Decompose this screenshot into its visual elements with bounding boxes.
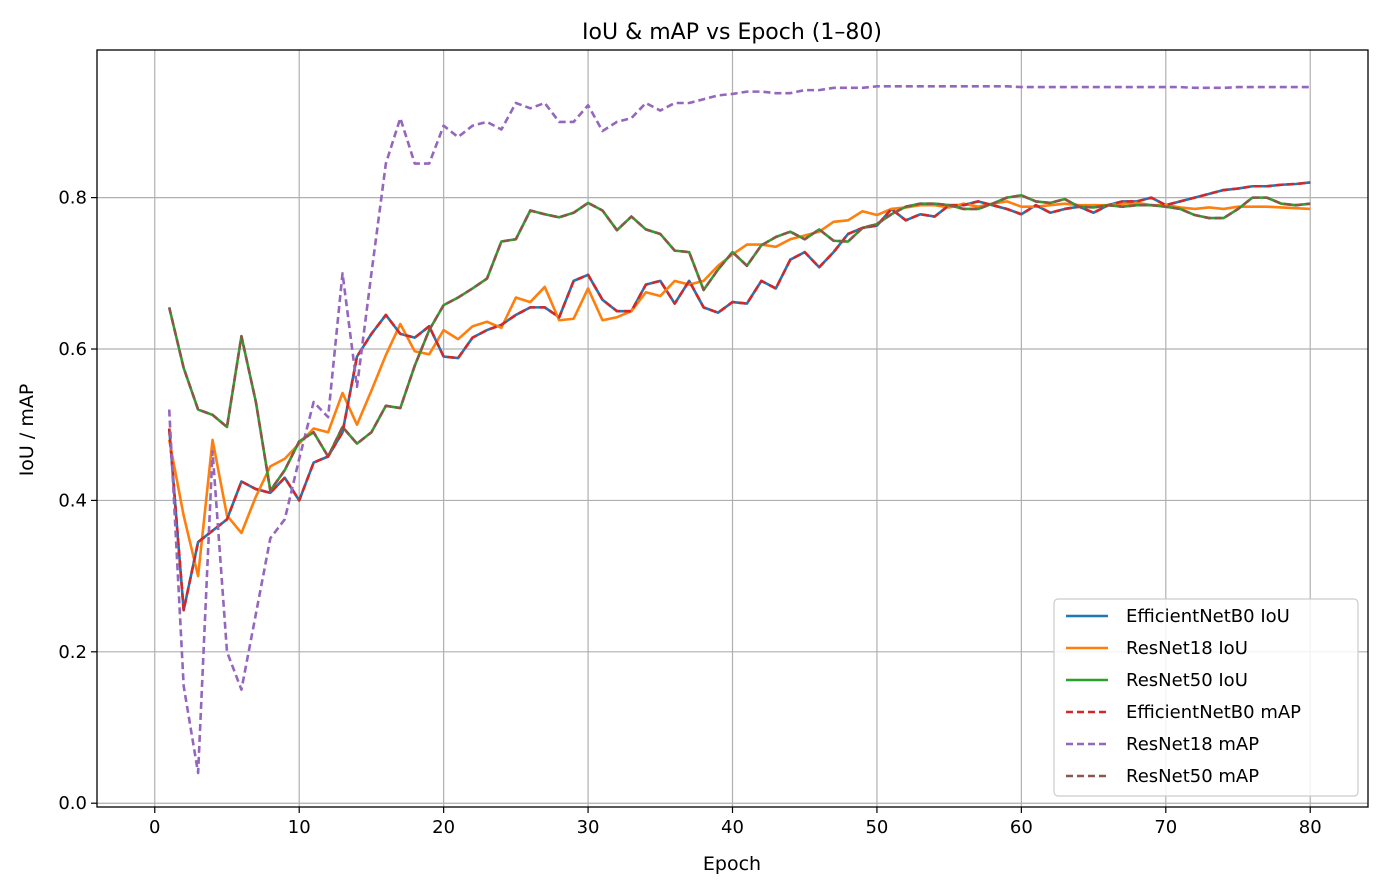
chart-title: IoU & mAP vs Epoch (1–80) — [582, 20, 882, 45]
y-axis-label: IoU / mAP — [16, 384, 38, 477]
legend-frame — [1053, 598, 1359, 797]
x-tick-label: 30 — [577, 817, 600, 838]
x-tick-label: 20 — [432, 817, 455, 838]
x-tick-label: 50 — [865, 817, 888, 838]
legend-entry-label: ResNet18 IoU — [1126, 638, 1248, 659]
legend-entry-label: ResNet50 IoU — [1126, 670, 1248, 691]
tick-layer: 0 10 20 30 40 50 60 70 80 0.0 0.2 0.4 0.6 0.8 — [58, 188, 1321, 838]
grid-layer — [97, 50, 1368, 807]
legend-entry-label: EfficientNetB0 mAP — [1126, 702, 1301, 723]
y-tick-label: 0.4 — [58, 490, 87, 511]
legend-entry-label: ResNet50 mAP — [1126, 766, 1259, 787]
legend: EfficientNetB0 IoU ResNet18 IoU ResNet50 I… — [1053, 598, 1359, 797]
x-tick-label: 70 — [1154, 817, 1177, 838]
x-tick-label: 10 — [288, 817, 311, 838]
x-tick-label: 60 — [1010, 817, 1033, 838]
series-line-resnet50-iou — [167, 194, 1311, 492]
y-tick-label: 0.6 — [58, 339, 87, 360]
y-tick-label: 0.0 — [58, 793, 87, 814]
series-line-resnet18-map — [167, 85, 1311, 775]
series-line-resnet18-iou — [167, 200, 1311, 578]
series-line-resnet50-map — [167, 194, 1311, 492]
x-tick-label: 40 — [721, 817, 744, 838]
y-tick-label: 0.2 — [58, 642, 87, 663]
series-line-efficientnetb0-map — [167, 181, 1311, 612]
legend-entry-label: EfficientNetB0 IoU — [1126, 606, 1290, 627]
x-axis-label: Epoch — [703, 853, 761, 875]
x-tick-label: 0 — [149, 817, 160, 838]
series-layer — [167, 85, 1311, 775]
x-tick-label: 80 — [1299, 817, 1322, 838]
y-tick-label: 0.8 — [58, 188, 87, 209]
legend-entry-label: ResNet18 mAP — [1126, 734, 1259, 755]
